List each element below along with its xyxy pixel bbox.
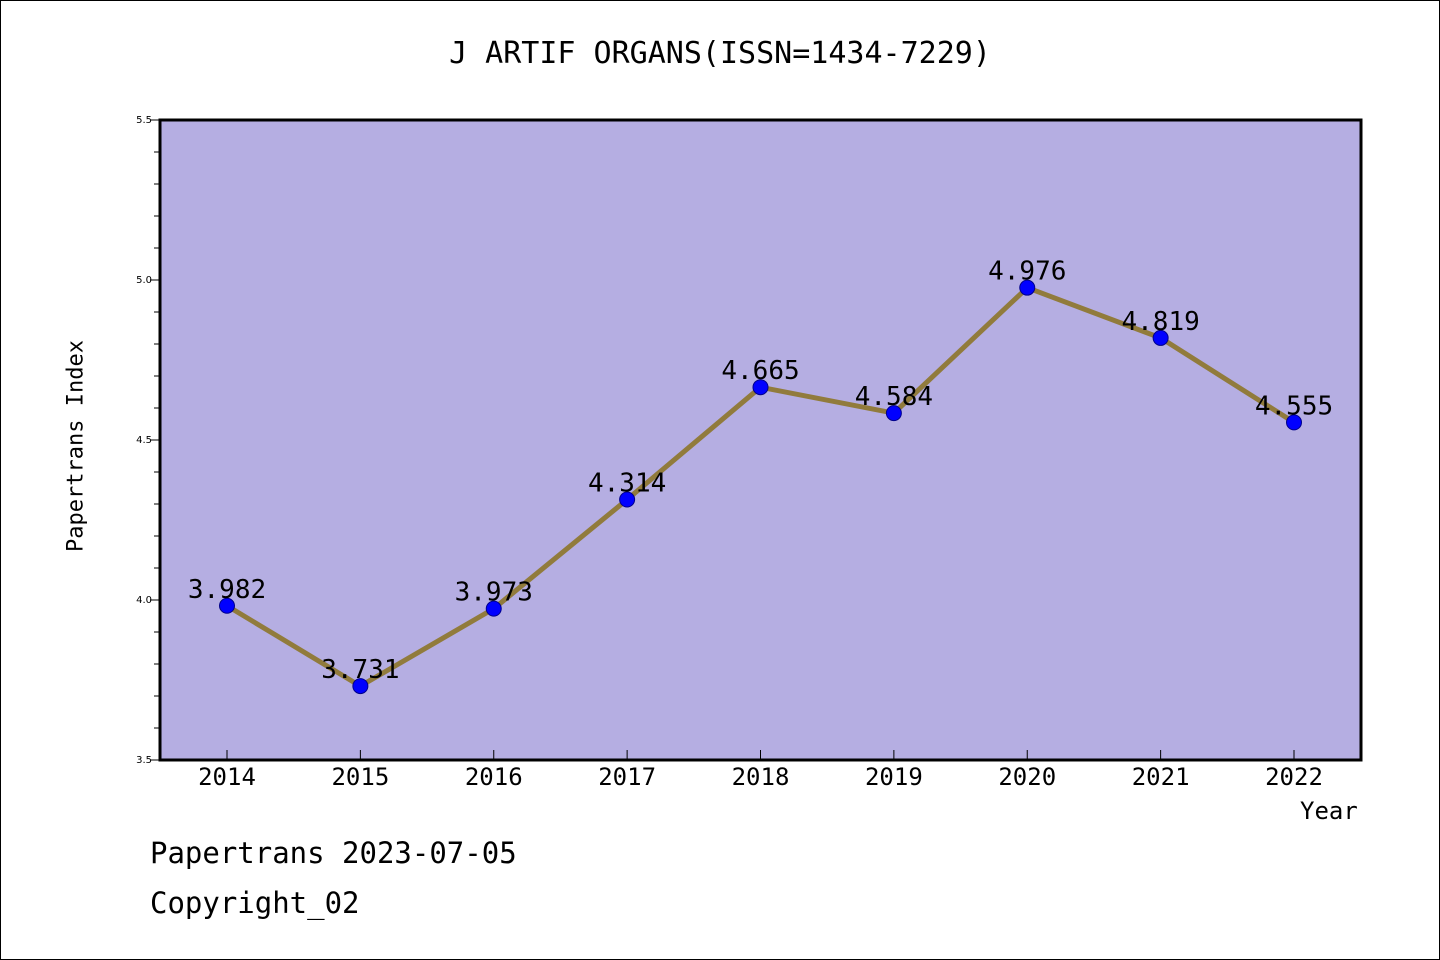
data-point bbox=[619, 491, 636, 508]
data-label: 3.982 bbox=[188, 575, 266, 605]
footer-copyright: Copyright_02 bbox=[150, 886, 360, 920]
data-point bbox=[752, 379, 769, 396]
data-label: 4.665 bbox=[721, 356, 799, 386]
data-label: 4.555 bbox=[1255, 391, 1333, 421]
y-tick-label: 3.5 bbox=[136, 755, 152, 766]
y-tick-label: 5.5 bbox=[136, 115, 152, 126]
data-label: 4.819 bbox=[1121, 307, 1199, 337]
x-tick-label: 2018 bbox=[732, 763, 790, 791]
data-point bbox=[1152, 329, 1169, 346]
x-axis: 2014 2015 2016 2017 2018 2019 2020 2021 2022 bbox=[198, 750, 1323, 791]
data-point bbox=[1019, 279, 1036, 296]
x-tick-label: 2020 bbox=[998, 763, 1056, 791]
data-label: 4.976 bbox=[988, 257, 1066, 287]
x-tick-label: 2022 bbox=[1265, 763, 1323, 791]
data-point bbox=[219, 597, 235, 614]
x-tick-label: 2016 bbox=[465, 763, 523, 791]
data-point bbox=[485, 600, 502, 617]
y-tick-label: 4.5 bbox=[136, 435, 152, 446]
x-tick-label: 2015 bbox=[331, 763, 389, 791]
footer-date: Papertrans 2023-07-05 bbox=[150, 836, 517, 870]
plot-area bbox=[160, 120, 1361, 760]
x-tick-label: 2019 bbox=[865, 763, 923, 791]
data-point bbox=[352, 678, 369, 695]
series-markers bbox=[219, 279, 1302, 695]
chart-title: J ARTIF ORGANS(ISSN=1434-7229) bbox=[449, 36, 991, 71]
data-labels: 3.982 3.731 3.973 4.314 4.665 4.584 4.976 4.819… bbox=[188, 257, 1333, 685]
x-tick-label: 2017 bbox=[598, 763, 656, 791]
data-point bbox=[885, 405, 902, 422]
y-axis: 3.5 4.0 4.5 5.0 5.5 bbox=[136, 115, 160, 766]
y-tick-label: 4.0 bbox=[136, 595, 152, 606]
y-tick-label: 5.0 bbox=[136, 275, 152, 286]
plot-border bbox=[158, 118, 1363, 762]
data-point bbox=[1286, 414, 1302, 431]
x-tick-label: 2014 bbox=[198, 763, 256, 791]
data-label: 3.973 bbox=[455, 578, 533, 608]
data-label: 3.731 bbox=[321, 655, 399, 685]
x-tick-label: 2021 bbox=[1132, 763, 1190, 791]
data-label: 4.314 bbox=[588, 469, 666, 499]
data-label: 4.584 bbox=[855, 382, 933, 412]
x-axis-label: Year bbox=[1300, 797, 1358, 825]
